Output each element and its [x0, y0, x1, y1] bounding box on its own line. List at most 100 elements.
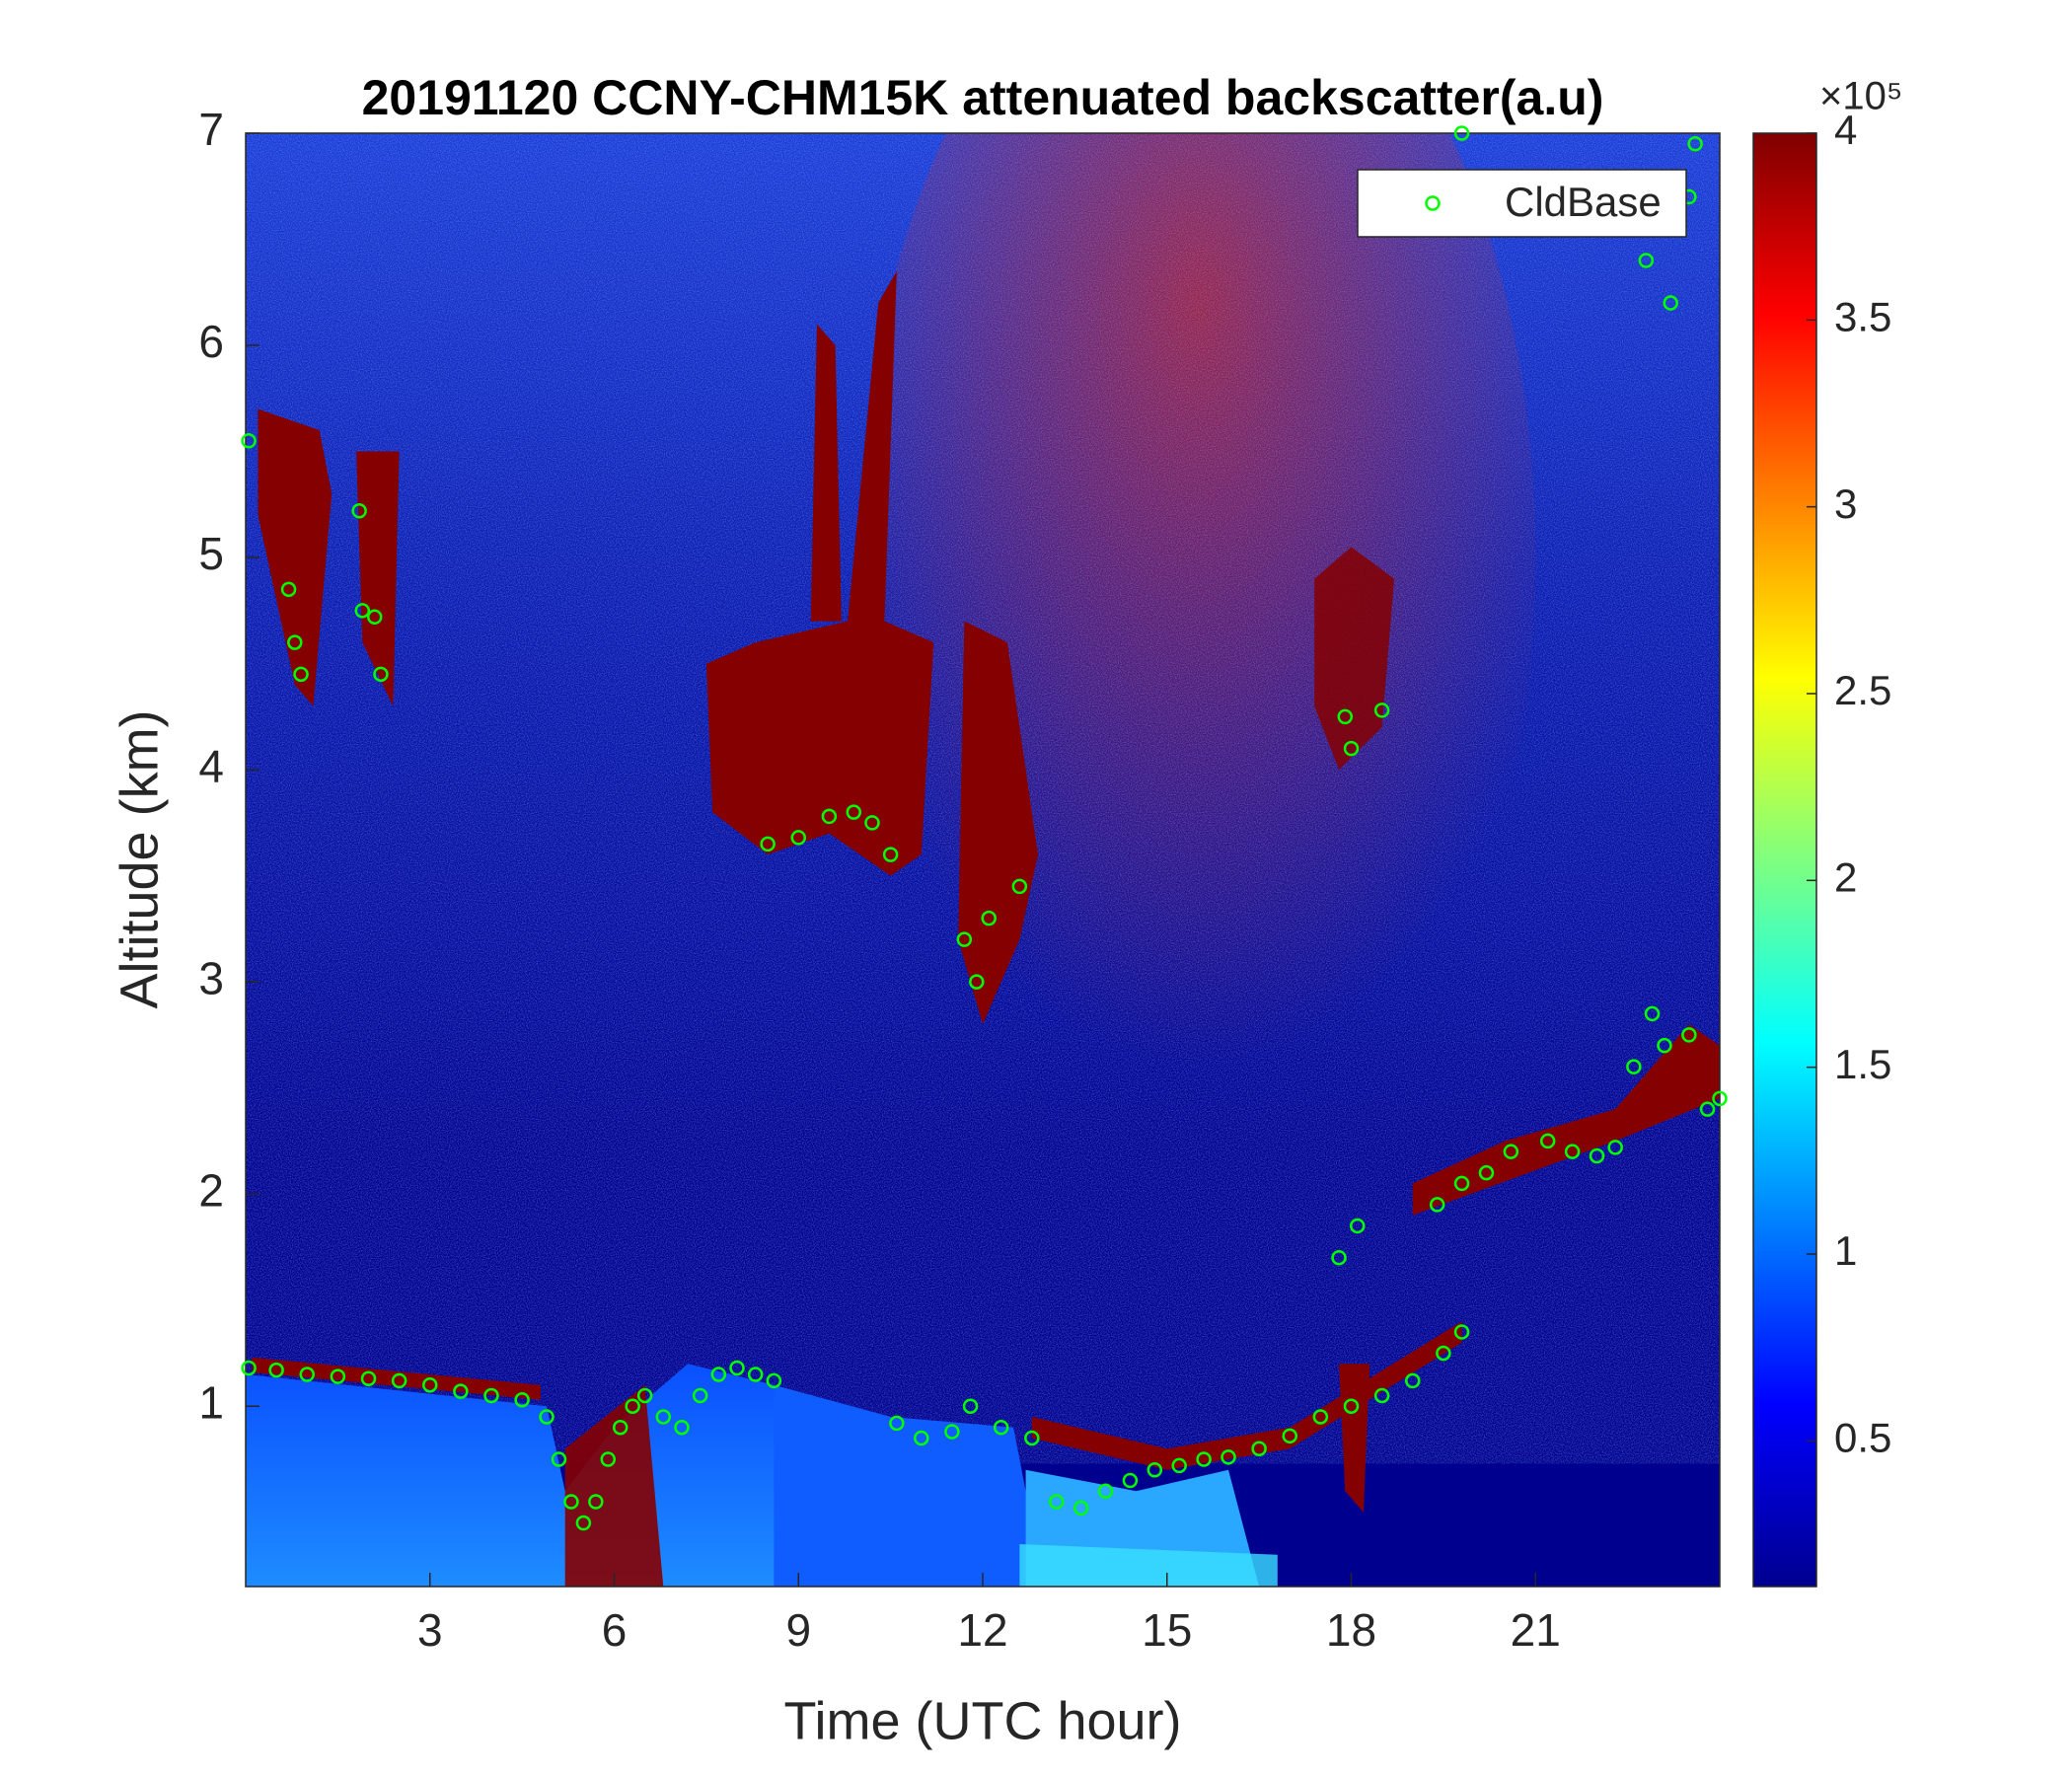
y-axis-label: Altitude (km): [110, 709, 169, 1008]
x-tick-label: 21: [1511, 1604, 1561, 1656]
x-tick-label: 18: [1326, 1604, 1376, 1656]
cloud-base-point: [1024, 1430, 1040, 1446]
cloud-base-point: [889, 1415, 905, 1432]
cloud-base-point: [1429, 1197, 1445, 1213]
cloud-base-point: [944, 1424, 960, 1440]
cloud-base-point: [821, 808, 838, 825]
cloud-base-point: [1663, 295, 1678, 311]
y-tick-label: 3: [198, 952, 224, 1003]
cloud-base-point: [1503, 1144, 1519, 1159]
cloud-base-point: [1453, 125, 1470, 141]
cloud-base-point: [1373, 703, 1390, 718]
cloud-base-point: [882, 847, 899, 862]
cloud-base-point: [729, 1360, 745, 1376]
cloud-base-point: [268, 1362, 284, 1378]
cloud-base-point: [760, 836, 776, 852]
cloud-base-point: [1196, 1451, 1212, 1467]
legend-marker: [1425, 195, 1441, 211]
cloud-base-point: [563, 1494, 579, 1510]
cloud-base-point: [299, 1367, 315, 1382]
y-tick-label: 6: [198, 316, 224, 367]
colorbar-tick-label: 4: [1834, 107, 1857, 153]
cloud-base-point: [1122, 1472, 1139, 1489]
cloud-base-point: [330, 1369, 346, 1384]
chart-title: 20191120 CCNY-CHM15K attenuated backscat…: [362, 70, 1604, 125]
cloud-base-point: [710, 1367, 727, 1382]
boundary-layer: [774, 1384, 1045, 1587]
cloud-base-point: [391, 1372, 407, 1389]
cloud-base-point: [1251, 1441, 1267, 1456]
x-axis-label: Time (UTC hour): [783, 1691, 1181, 1750]
colorbar-tick-label: 2: [1834, 853, 1857, 900]
cloud-base-point: [747, 1367, 764, 1382]
x-tick-label: 3: [417, 1604, 443, 1656]
cloud-base-point: [1282, 1428, 1297, 1444]
y-tick-label: 1: [198, 1376, 224, 1428]
cloud-base-point: [293, 666, 309, 683]
cloud-base-point: [514, 1392, 530, 1408]
cloud-base-point: [625, 1398, 640, 1414]
cloud-base-point: [1539, 1133, 1556, 1149]
cloud-base-point: [1681, 1027, 1697, 1043]
cloud-base-point: [846, 804, 862, 820]
colorbar-tick-label: 0.5: [1834, 1414, 1891, 1460]
colorbar-tick-label: 2.5: [1834, 667, 1891, 713]
cloud-base-point: [1589, 1147, 1605, 1164]
legend-label: CldBase: [1505, 179, 1662, 225]
cloud-base-point: [766, 1372, 782, 1389]
cloud-base-point: [1171, 1457, 1187, 1474]
cloud-base-point: [241, 433, 257, 449]
cloud-base-point: [1699, 1101, 1716, 1117]
cloud: [810, 324, 842, 622]
cloud-base-point: [575, 1515, 592, 1531]
surface: [1019, 1543, 1278, 1587]
boundary-layer: [246, 1364, 799, 1587]
colorbar-tick-label: 3: [1834, 481, 1857, 527]
cloud-base-point: [790, 830, 806, 846]
cloud: [705, 270, 934, 876]
cloud-base-point: [1147, 1461, 1163, 1478]
cloud-base-point: [483, 1387, 499, 1404]
colorbar-tick-label: 3.5: [1834, 293, 1891, 339]
cloud-base-point: [1687, 136, 1703, 152]
cloud-base-point: [1712, 1090, 1728, 1107]
cloud-base-point: [636, 1387, 653, 1404]
colorbar-tick-label: 1.5: [1834, 1041, 1891, 1087]
cloud-base-point: [1626, 1059, 1642, 1074]
cloud-base-point: [993, 1419, 1009, 1436]
cloud-base-point: [655, 1409, 672, 1425]
y-tick-label: 2: [198, 1164, 224, 1216]
cloud-base-point: [962, 1398, 979, 1414]
cloud-base-point: [1405, 1372, 1421, 1389]
cloud-base-point: [360, 1370, 377, 1387]
cloud-base-point: [1453, 1324, 1470, 1340]
cloud-base-point: [366, 609, 383, 626]
colorbar: [1752, 132, 1817, 1588]
cloud-base-point: [1607, 1140, 1623, 1155]
cloud-base-point: [551, 1451, 567, 1467]
legend-box: [1357, 169, 1687, 238]
cloud-base-point: [956, 931, 973, 947]
cloud-base-point: [1478, 1164, 1495, 1181]
cloud-base-point: [1073, 1500, 1089, 1517]
colorbar-multiplier: ×10⁵: [1819, 75, 1902, 118]
cloud-base-point: [1453, 1175, 1470, 1192]
cloud-base-point: [1337, 708, 1354, 725]
cloud-base-point: [674, 1419, 690, 1436]
cloud-base-point: [1436, 1345, 1451, 1362]
cloud: [258, 408, 333, 706]
cloud-base-point: [241, 1360, 257, 1376]
cloud-base-point: [692, 1387, 708, 1404]
cloud: [958, 621, 1039, 1025]
cloud-base-point: [600, 1451, 617, 1467]
cloud-base-point: [588, 1494, 604, 1510]
y-tick-label: 4: [198, 740, 224, 791]
backscatter-image: [246, 133, 1720, 1587]
cloud-base-point: [1221, 1449, 1236, 1465]
cloud-base-point: [354, 603, 371, 619]
y-tick-label: 7: [198, 104, 224, 155]
cloud-base-point: [1097, 1483, 1114, 1499]
cloud-base-point: [612, 1419, 629, 1436]
